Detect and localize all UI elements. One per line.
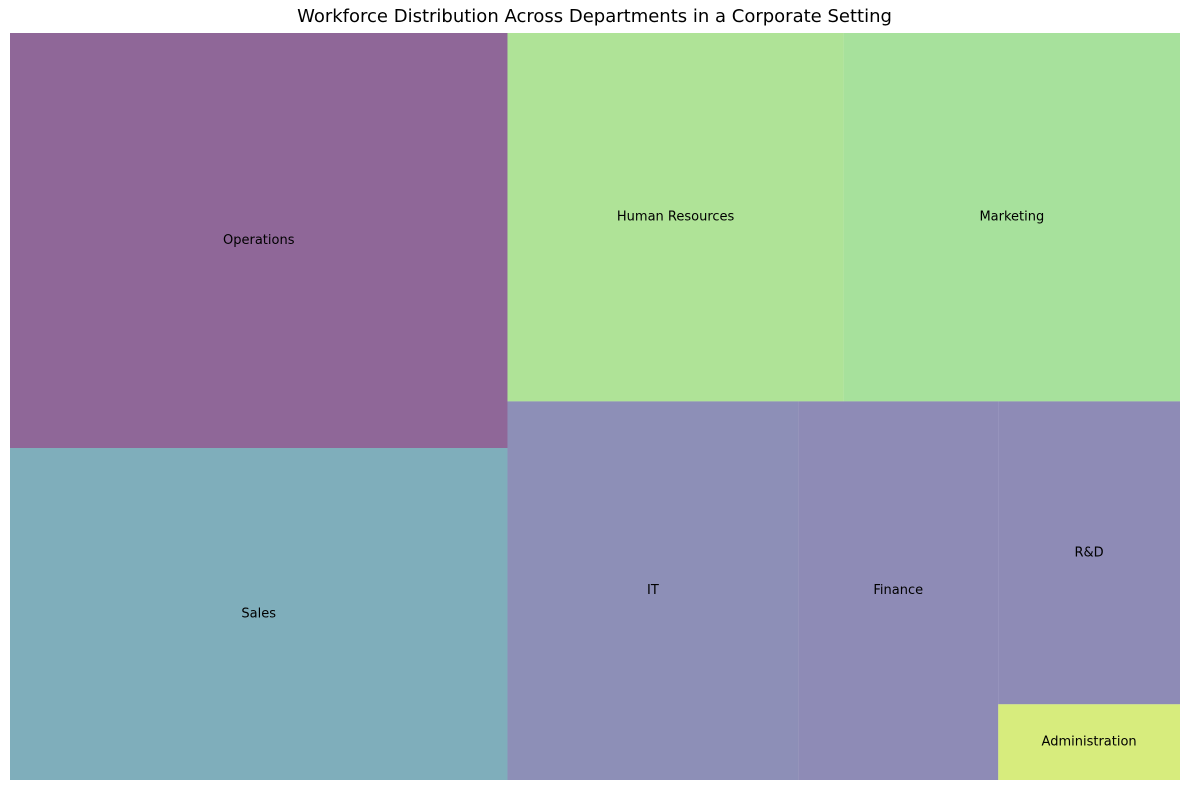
tile-label-sales: Sales bbox=[241, 607, 276, 622]
tile-it bbox=[507, 401, 799, 780]
tile-label-human-resources: Human Resources bbox=[617, 210, 735, 225]
tile-human-resources bbox=[507, 33, 844, 402]
tile-label-randd: R&D bbox=[1075, 545, 1104, 560]
tile-sales bbox=[10, 448, 508, 780]
tile-label-operations: Operations bbox=[223, 233, 295, 248]
treemap-tiles bbox=[10, 33, 1180, 780]
tile-administration bbox=[998, 704, 1180, 780]
treemap-labels: Operations Sales Human Resources Marketing I… bbox=[223, 210, 1137, 750]
tile-finance bbox=[798, 401, 999, 780]
chart-title: Workforce Distribution Across Department… bbox=[297, 6, 892, 27]
tile-operations bbox=[10, 33, 508, 448]
tile-label-administration: Administration bbox=[1042, 735, 1137, 750]
tile-label-marketing: Marketing bbox=[979, 210, 1044, 225]
tile-marketing bbox=[843, 33, 1180, 402]
tile-label-finance: Finance bbox=[873, 583, 923, 598]
tile-randd bbox=[998, 401, 1180, 705]
tile-label-it: IT bbox=[647, 583, 659, 598]
